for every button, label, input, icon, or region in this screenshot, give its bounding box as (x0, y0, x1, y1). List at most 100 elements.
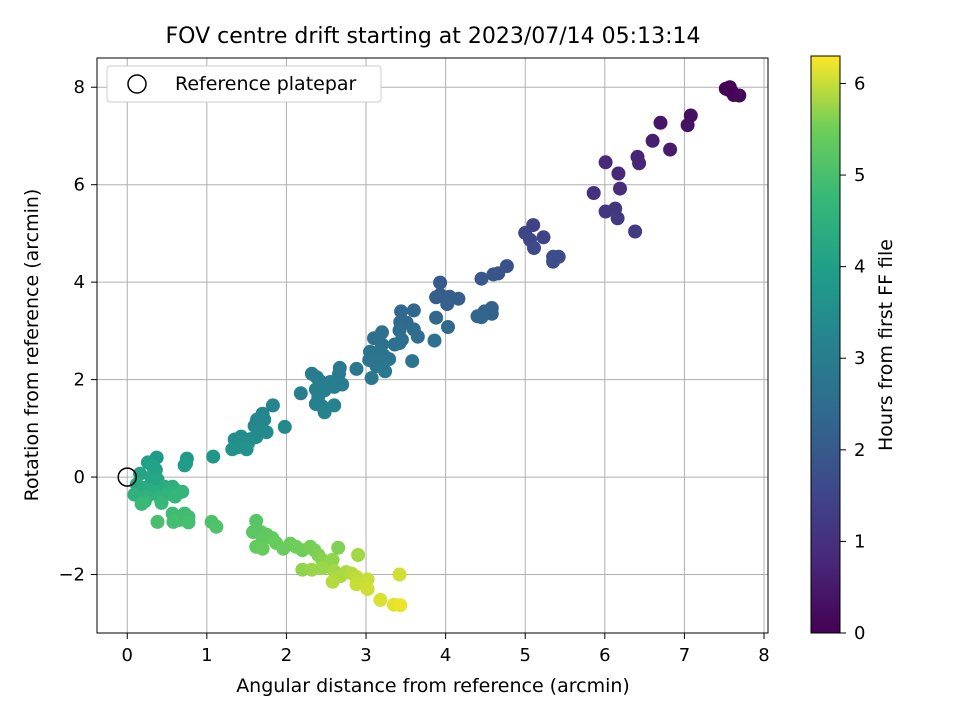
data-point (410, 329, 425, 344)
data-point (168, 489, 182, 504)
data-point (293, 386, 308, 401)
plot-frame (96, 57, 769, 634)
reference-platepar-marker (117, 467, 137, 487)
axis-ticks: 0 1 2 3 4 5 6 7 8 −2 0 2 4 6 8 (58, 77, 769, 666)
data-point (265, 398, 280, 413)
data-point (628, 224, 643, 239)
x-tick-label: 6 (599, 645, 610, 666)
data-point (653, 115, 668, 130)
data-point (440, 297, 455, 312)
colorbar-tick-label: 6 (854, 73, 865, 94)
data-point (433, 275, 448, 290)
data-point (486, 267, 501, 282)
x-axis-label: Angular distance from reference (arcmin) (236, 675, 630, 697)
colorbar-ticks: 0 1 2 3 4 5 6 (840, 73, 865, 644)
y-tick-label: 6 (74, 175, 85, 196)
data-point (325, 552, 340, 567)
data-point (732, 88, 747, 103)
data-point (536, 230, 551, 245)
colorbar-tick-label: 1 (854, 531, 865, 552)
data-point (429, 310, 444, 325)
data-point (392, 336, 407, 351)
x-tick-label: 8 (758, 645, 769, 666)
data-point (206, 449, 221, 464)
data-point (721, 82, 736, 97)
chart-title: FOV centre drift starting at 2023/07/14 … (166, 24, 701, 49)
data-point (474, 271, 489, 286)
data-point (239, 442, 254, 457)
data-point (332, 366, 346, 381)
x-tick-label: 5 (520, 645, 531, 666)
data-point (317, 405, 332, 420)
data-point (360, 582, 375, 597)
data-point (209, 519, 224, 534)
data-point (632, 156, 647, 171)
data-point (645, 133, 660, 148)
legend-label: Reference platepar (175, 73, 357, 95)
data-point (441, 320, 455, 334)
data-point (255, 541, 270, 556)
colorbar-tick-label: 0 (854, 623, 865, 644)
y-tick-label: 8 (74, 77, 85, 98)
data-point (610, 211, 625, 226)
data-point (166, 514, 181, 529)
data-point (680, 118, 695, 133)
data-point (527, 241, 541, 255)
data-point (392, 567, 407, 582)
x-tick-label: 3 (360, 645, 371, 666)
legend-marker (127, 74, 147, 94)
data-point (181, 515, 196, 530)
y-tick-label: 0 (74, 467, 85, 488)
x-tick-label: 0 (122, 645, 133, 666)
data-point (134, 496, 149, 511)
data-point (405, 354, 420, 369)
data-point (586, 186, 601, 200)
data-point (546, 254, 561, 269)
data-point (613, 181, 627, 196)
colorbar: 0 1 2 3 4 5 6 Hours from first FF file (810, 55, 897, 644)
data-point (304, 562, 319, 577)
data-point (331, 540, 346, 555)
data-point (427, 333, 442, 348)
x-tick-label: 4 (440, 645, 451, 666)
x-tick-label: 7 (679, 645, 690, 666)
colorbar-tick-label: 4 (854, 257, 865, 278)
data-point (382, 352, 397, 367)
y-tick-label: 2 (74, 370, 85, 391)
x-tick-label: 2 (281, 645, 292, 666)
data-point (373, 592, 388, 607)
y-tick-label: −2 (58, 565, 85, 586)
data-point (663, 142, 678, 157)
data-point (429, 290, 444, 305)
data-point (177, 458, 192, 473)
data-point (154, 495, 169, 510)
data-point (349, 361, 364, 376)
data-point (150, 514, 165, 529)
data-point (349, 577, 364, 592)
data-point (249, 513, 264, 528)
data-point (406, 303, 421, 318)
data-point (364, 371, 379, 386)
data-point (474, 310, 489, 325)
data-point (598, 155, 613, 170)
data-point (393, 598, 408, 613)
colorbar-gradient (810, 55, 841, 634)
legend: Reference platepar (106, 65, 382, 103)
data-point (611, 166, 626, 181)
colorbar-tick-label: 5 (854, 165, 865, 186)
x-tick-label: 1 (201, 645, 212, 666)
data-point (451, 291, 466, 306)
data-point (335, 377, 350, 392)
data-point (378, 364, 393, 379)
grid (97, 58, 768, 633)
y-axis-label: Rotation from reference (arcmin) (21, 189, 43, 502)
colorbar-tick-label: 2 (854, 440, 865, 461)
data-points (127, 80, 747, 613)
data-point (277, 419, 292, 434)
data-point (351, 548, 366, 562)
data-point (325, 574, 340, 589)
data-point (225, 442, 240, 457)
colorbar-tick-label: 3 (854, 348, 865, 369)
y-tick-label: 4 (74, 272, 85, 293)
